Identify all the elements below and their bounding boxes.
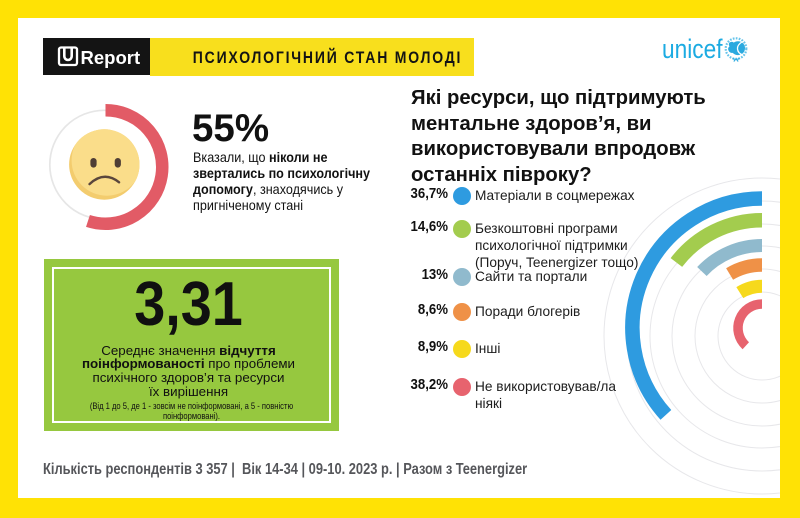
- svg-text:Report: Report: [81, 47, 141, 68]
